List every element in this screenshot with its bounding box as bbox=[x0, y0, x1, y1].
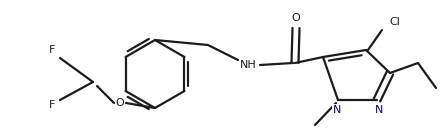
Text: Cl: Cl bbox=[389, 17, 400, 27]
Text: N: N bbox=[375, 105, 383, 115]
Text: F: F bbox=[49, 45, 55, 55]
Text: F: F bbox=[49, 100, 55, 110]
Text: NH: NH bbox=[240, 60, 256, 70]
Text: O: O bbox=[116, 98, 125, 108]
Text: O: O bbox=[292, 13, 300, 23]
Text: N: N bbox=[333, 105, 341, 115]
